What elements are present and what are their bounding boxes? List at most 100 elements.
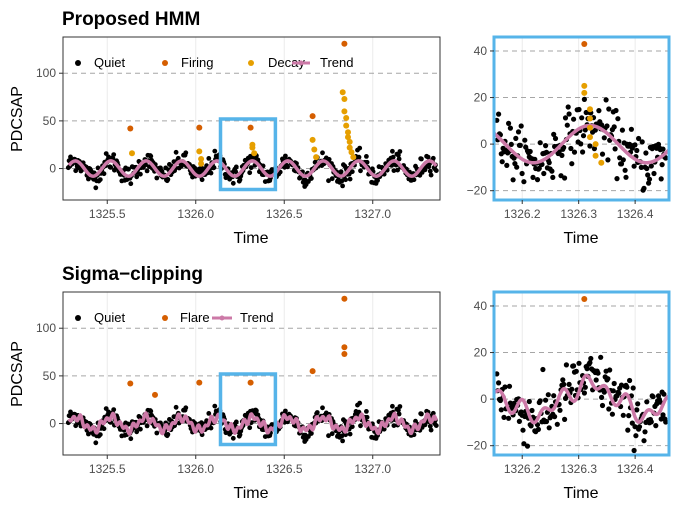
quiet-point [642,429,648,435]
quiet-point [326,178,331,184]
quiet-point [614,176,620,182]
plot-frame-hmm-main [62,36,441,201]
quiet-point [237,432,243,438]
quiet-point [247,425,253,431]
quiet-point [526,398,532,405]
quiet-point [144,423,150,429]
quiet-point [357,145,363,151]
legend-label-flare: Flare [180,310,210,325]
quiet-point [636,424,643,430]
quiet-point [233,419,239,425]
quiet-point [580,149,586,155]
firing-point [127,125,134,132]
quiet-point [165,432,171,437]
trend-line [492,373,671,425]
y-ticks-hmm-main: 0 50 100 [36,66,63,176]
firing-point [247,124,254,131]
y-tick-label: 0 [480,137,487,151]
quiet-point [514,164,520,170]
quiet-point [601,389,607,395]
quiet-point [419,156,424,162]
quiet-point [620,412,626,418]
quiet-point [326,433,331,439]
quiet-point [97,177,103,183]
panel-sigma-main: Sigma−clipping 1325.5 1326.0 1326.5 1327.0 … [9,264,441,502]
legend-marker-flare [162,315,168,321]
quiet-point [580,133,587,139]
decay-point [587,115,593,122]
firing-point [341,40,348,47]
quiet-point [635,401,641,407]
quiet-point [660,146,666,152]
quiet-point [517,142,523,148]
quiet-point [537,140,543,146]
quiet-point [541,170,547,177]
quiet-point [516,418,523,424]
quiet-point [212,148,218,154]
quiet-point [506,383,513,389]
quiet-point [430,155,436,161]
quiet-point [653,423,659,429]
decay-point [581,82,588,89]
quiet-point [611,124,617,130]
quiet-point [554,421,560,427]
quiet-point [563,362,570,368]
quiet-point [529,407,535,414]
quiet-point [658,416,664,422]
quiet-point [543,418,550,425]
legend-label-trend: Trend [320,55,353,70]
x-axis-label-sigma: Time [234,485,269,502]
quiet-point [584,366,590,372]
quiet-point [510,177,516,183]
quiet-point [428,172,434,178]
quiet-point [364,414,370,420]
quiet-point [636,135,642,142]
quiet-point [111,152,117,158]
quiet-point [347,431,353,437]
y-tick-label: 40 [474,299,488,313]
quiet-point [248,165,254,171]
quiet-point [498,407,504,413]
quiet-point [390,403,395,409]
x-tick-label: 1326.0 [177,207,214,221]
quiet-point [134,429,140,435]
plot-frame-sigma-zoom [492,290,671,457]
quiet-point [657,399,663,405]
quiet-point [552,414,558,420]
quiet-point [557,407,563,413]
quiet-point [93,440,99,446]
quiet-point [639,139,645,145]
quiet-point [571,363,577,369]
quiet-point [663,419,669,425]
quiet-point [619,127,626,133]
y-tick-label: 20 [474,91,488,105]
quiet-point [148,153,154,159]
quiet-point [613,107,619,114]
quiet-point [630,385,636,391]
quiet-point [599,151,606,157]
quiet-point [396,152,401,158]
quiet-point [660,412,666,418]
quiet-point [338,169,344,175]
x-ticks-hmm-zoom: 1326.2 1326.3 1326.4 [504,200,654,221]
x-tick-label: 1325.5 [89,207,126,221]
quiet-point [576,360,582,366]
quiet-point [634,407,640,413]
quiet-point [126,166,131,172]
x-tick-label: 1325.5 [89,462,126,476]
quiet-point [173,149,179,155]
quiet-point [343,177,348,183]
x-tick-label: 1326.5 [266,207,303,221]
quiet-point [433,168,439,174]
y-tick-label: 0 [49,417,56,431]
quiet-point [233,164,239,170]
y-tick-label: 40 [474,44,488,58]
quiet-point [309,431,314,436]
quiet-point [627,377,633,384]
quiet-point [496,380,502,386]
legend-label-trend: Trend [240,310,273,325]
quiet-point [633,433,639,439]
quiet-point [601,135,607,141]
quiet-point [641,185,647,191]
quiet-point [629,420,635,426]
